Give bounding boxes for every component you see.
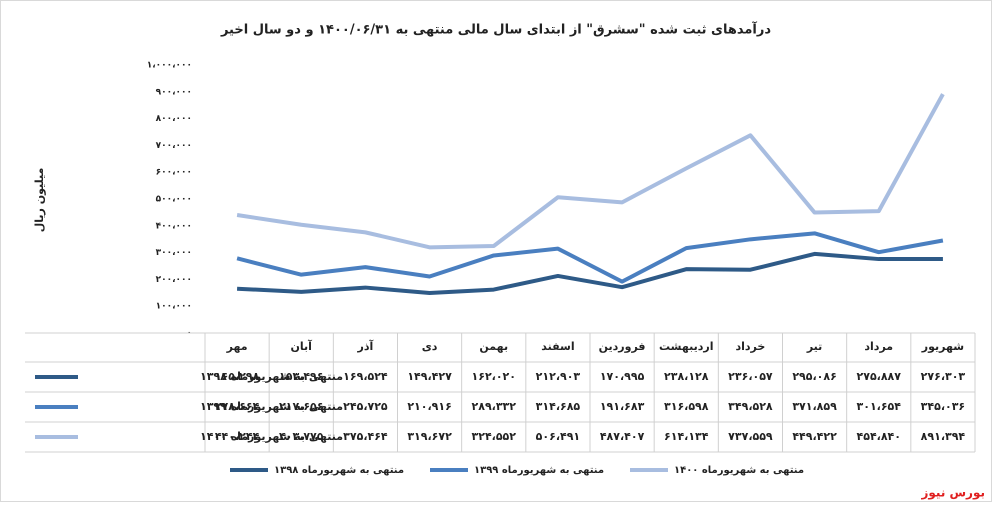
x-tick-label: مرداد — [864, 340, 893, 353]
table-cell: ۴۵۴،۸۴۰ — [857, 430, 901, 443]
table-cell: ۷۳۷،۵۵۹ — [728, 430, 773, 443]
row-label: منتهی به شهریورماه ۱۳۹۹ — [200, 400, 343, 413]
table-cell: ۴۰۳،۷۷۵ — [279, 430, 324, 443]
y-tick-label: ۷۰۰،۰۰۰ — [156, 141, 192, 151]
table-cell: ۱۶۵،۲۹۸ — [215, 370, 260, 383]
table-cell: ۲۹۵،۰۸۶ — [792, 370, 836, 383]
row-label: منتهی به شهریورماه ۱۳۹۸ — [200, 370, 343, 383]
table-cell: ۲۳۶،۰۵۷ — [728, 370, 773, 383]
table-cell: ۲۷۶،۳۰۳ — [921, 370, 966, 383]
y-tick-label: ۸۰۰،۰۰۰ — [156, 114, 192, 124]
row-label: منتهی به شهریورماه ۱۴۰۰ — [200, 430, 343, 443]
chart-title: درآمدهای ثبت شده "سشرق" از ابتدای سال ما… — [220, 21, 771, 38]
legend-label: منتهی به شهریورماه ۱۴۰۰ — [674, 465, 804, 476]
x-tick-label: دی — [422, 340, 438, 353]
table-cell: ۳۱۶،۵۹۸ — [664, 400, 709, 413]
y-tick-label: ۹۰۰،۰۰۰ — [156, 87, 192, 97]
table-cell: ۳۲۴،۵۵۲ — [472, 430, 517, 443]
table-cell: ۴۸۷،۴۰۷ — [600, 430, 645, 443]
table-cell: ۳۱۹،۶۷۲ — [407, 430, 452, 443]
table-cell: ۲۱۷،۶۵۶ — [279, 400, 323, 413]
table-cell: ۳۷۱،۸۵۹ — [792, 400, 837, 413]
table-cell: ۱۴۹،۴۲۷ — [407, 370, 452, 383]
table-cell: ۴۴۰،۲۴۴ — [215, 430, 260, 443]
table-cell: ۱۶۹،۵۲۴ — [343, 370, 388, 383]
y-tick-label: ۱۰۰،۰۰۰ — [156, 302, 192, 312]
y-tick-label: ۵۰۰،۰۰۰ — [156, 195, 192, 205]
x-tick-label: اسفند — [541, 340, 574, 353]
table-cell: ۳۴۵،۰۳۶ — [921, 400, 965, 413]
y-tick-label: ۴۰۰،۰۰۰ — [156, 221, 192, 231]
table-cell: ۱۷۰،۹۹۵ — [600, 370, 645, 383]
table-cell: ۲۸۹،۳۳۲ — [472, 400, 517, 413]
x-tick-label: بهمن — [479, 340, 508, 353]
table-cell: ۳۱۴،۶۸۵ — [536, 400, 581, 413]
table-cell: ۱۶۲،۰۲۰ — [472, 370, 516, 383]
table-cell: ۲۴۵،۷۲۵ — [343, 400, 388, 413]
table-cell: ۸۹۱،۳۹۴ — [921, 430, 966, 443]
table-cell: ۲۳۸،۱۲۸ — [664, 370, 709, 383]
legend-label: منتهی به شهریورماه ۱۳۹۸ — [274, 465, 404, 476]
table-cell: ۳۴۹،۵۲۸ — [728, 400, 773, 413]
y-tick-label: ۳۰۰،۰۰۰ — [156, 248, 192, 258]
table-cell: ۶۱۴،۱۳۴ — [664, 430, 709, 443]
table-cell: ۵۰۶،۴۹۱ — [536, 430, 580, 443]
x-tick-label: آبان — [291, 339, 313, 353]
x-tick-label: آذر — [357, 339, 374, 353]
x-tick-label: تیر — [806, 340, 822, 353]
x-tick-label: اردیبهشت — [659, 340, 713, 353]
table-cell: ۳۷۵،۴۶۴ — [343, 430, 388, 443]
x-tick-label: مهر — [226, 340, 248, 353]
legend-label: منتهی به شهریورماه ۱۳۹۹ — [474, 465, 604, 476]
x-tick-label: فروردین — [599, 340, 646, 353]
y-tick-label: ۲۰۰،۰۰۰ — [156, 275, 192, 285]
series-line — [236, 231, 944, 284]
series-line — [236, 93, 945, 250]
table-cell: ۲۷۸،۶۶۴ — [215, 400, 260, 413]
source: بورس نیوز — [920, 486, 985, 501]
y-tick-label: ۱،۰۰۰،۰۰۰ — [147, 61, 192, 71]
y-axis-label: میلیون ریال — [33, 168, 46, 233]
table-cell: ۱۹۱،۶۸۳ — [600, 400, 645, 413]
table-cell: ۳۰۱،۶۵۴ — [857, 400, 902, 413]
table-cell: ۲۱۰،۹۱۶ — [407, 400, 451, 413]
table-cell: ۱۵۳،۴۹۶ — [279, 370, 323, 383]
table-cell: ۲۷۵،۸۸۷ — [857, 370, 902, 383]
series-line — [236, 251, 943, 295]
x-tick-label: شهریور — [921, 340, 964, 353]
table-cell: ۲۱۲،۹۰۳ — [536, 370, 581, 383]
table-cell: ۴۴۹،۴۲۲ — [792, 430, 837, 443]
x-tick-label: خرداد — [735, 340, 765, 353]
y-tick-label: ۶۰۰،۰۰۰ — [156, 168, 192, 178]
